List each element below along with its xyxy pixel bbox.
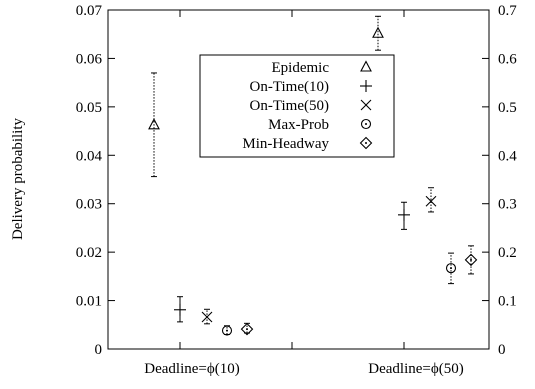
triangle-marker xyxy=(372,26,384,38)
diamond-marker-dot xyxy=(246,328,248,331)
circle-marker xyxy=(445,263,457,274)
y2-tick-label: 0.3 xyxy=(498,197,517,213)
series-on-time-50- xyxy=(201,187,437,325)
marker-cross xyxy=(360,99,372,111)
diamond-marker xyxy=(359,136,373,150)
y-tick-label: 0.02 xyxy=(76,245,102,261)
marker-cross xyxy=(201,311,213,323)
triangle-marker xyxy=(148,118,160,130)
y2-tick-label: 0.2 xyxy=(498,245,517,261)
y2-tick-label: 0.4 xyxy=(498,148,517,164)
marker-diamond-dot xyxy=(359,136,373,150)
marker-diamond-dot xyxy=(464,253,478,267)
y2-tick-label: 0 xyxy=(498,342,506,358)
cross-marker-b xyxy=(425,195,437,207)
legend-label: Min-Headway xyxy=(242,136,329,152)
marker-plus xyxy=(174,303,186,316)
circle-marker xyxy=(221,325,233,336)
circle-marker-dot xyxy=(450,267,452,270)
y-axis-label: Delivery probability xyxy=(10,117,26,240)
diamond-marker xyxy=(240,322,254,336)
marker-plus xyxy=(360,80,372,92)
marker-diamond-dot xyxy=(240,322,254,336)
y2-tick-label: 0.5 xyxy=(498,100,517,116)
series-on-time-10- xyxy=(174,201,410,323)
y-tick-label: 0.05 xyxy=(76,100,102,116)
y-tick-label: 0.06 xyxy=(76,51,103,67)
circle-marker-dot xyxy=(226,329,228,332)
y-tick-label: 0.07 xyxy=(76,3,103,19)
plot-frame xyxy=(107,9,490,350)
marker-circle-dot xyxy=(221,325,233,336)
y-tick-label: 0.04 xyxy=(76,148,103,164)
marker-circle-dot xyxy=(360,118,372,130)
series-min-headway xyxy=(240,245,478,336)
circle-marker xyxy=(360,118,372,130)
legend: Epidemic On-Time(10) On-Time(50) Max-Prob Mi… xyxy=(199,54,395,158)
diamond-marker xyxy=(464,253,478,267)
y-tick-label: 0 xyxy=(95,342,103,358)
marker-triangle xyxy=(148,118,160,130)
legend-label: Max-Prob xyxy=(268,117,329,133)
marker-triangle xyxy=(372,26,384,38)
axis-ticks: 0 0.01 0.02 0.03 0.04 0.05 0.06 0.07 0 0.1 0.2 0.3 0… xyxy=(76,3,518,377)
legend-label: Epidemic xyxy=(272,60,330,76)
marker-plus xyxy=(398,208,410,221)
triangle-marker xyxy=(360,60,372,72)
marker-cross xyxy=(425,195,437,207)
series-max-prob xyxy=(221,252,457,336)
y2-tick-label: 0.7 xyxy=(498,3,517,19)
circle-marker-dot xyxy=(365,123,367,125)
marker-circle-dot xyxy=(445,263,457,274)
diamond-marker-dot xyxy=(470,258,472,261)
y2-tick-label: 0.1 xyxy=(498,294,517,310)
legend-label: On-Time(10) xyxy=(250,79,329,95)
diamond-marker-dot xyxy=(365,142,367,144)
y-tick-label: 0.01 xyxy=(76,294,102,310)
series-layer xyxy=(148,15,478,336)
cross-marker-b xyxy=(360,99,372,111)
x-category-label: Deadline=ϕ(50) xyxy=(368,361,464,377)
series-epidemic xyxy=(148,15,384,178)
cross-marker-b xyxy=(201,311,213,323)
x-category-label: Deadline=ϕ(10) xyxy=(144,361,240,377)
y2-tick-label: 0.6 xyxy=(498,51,517,67)
marker-triangle xyxy=(360,60,372,72)
legend-label: On-Time(50) xyxy=(250,98,329,114)
y-tick-label: 0.03 xyxy=(76,197,102,213)
legend-box xyxy=(199,54,395,158)
